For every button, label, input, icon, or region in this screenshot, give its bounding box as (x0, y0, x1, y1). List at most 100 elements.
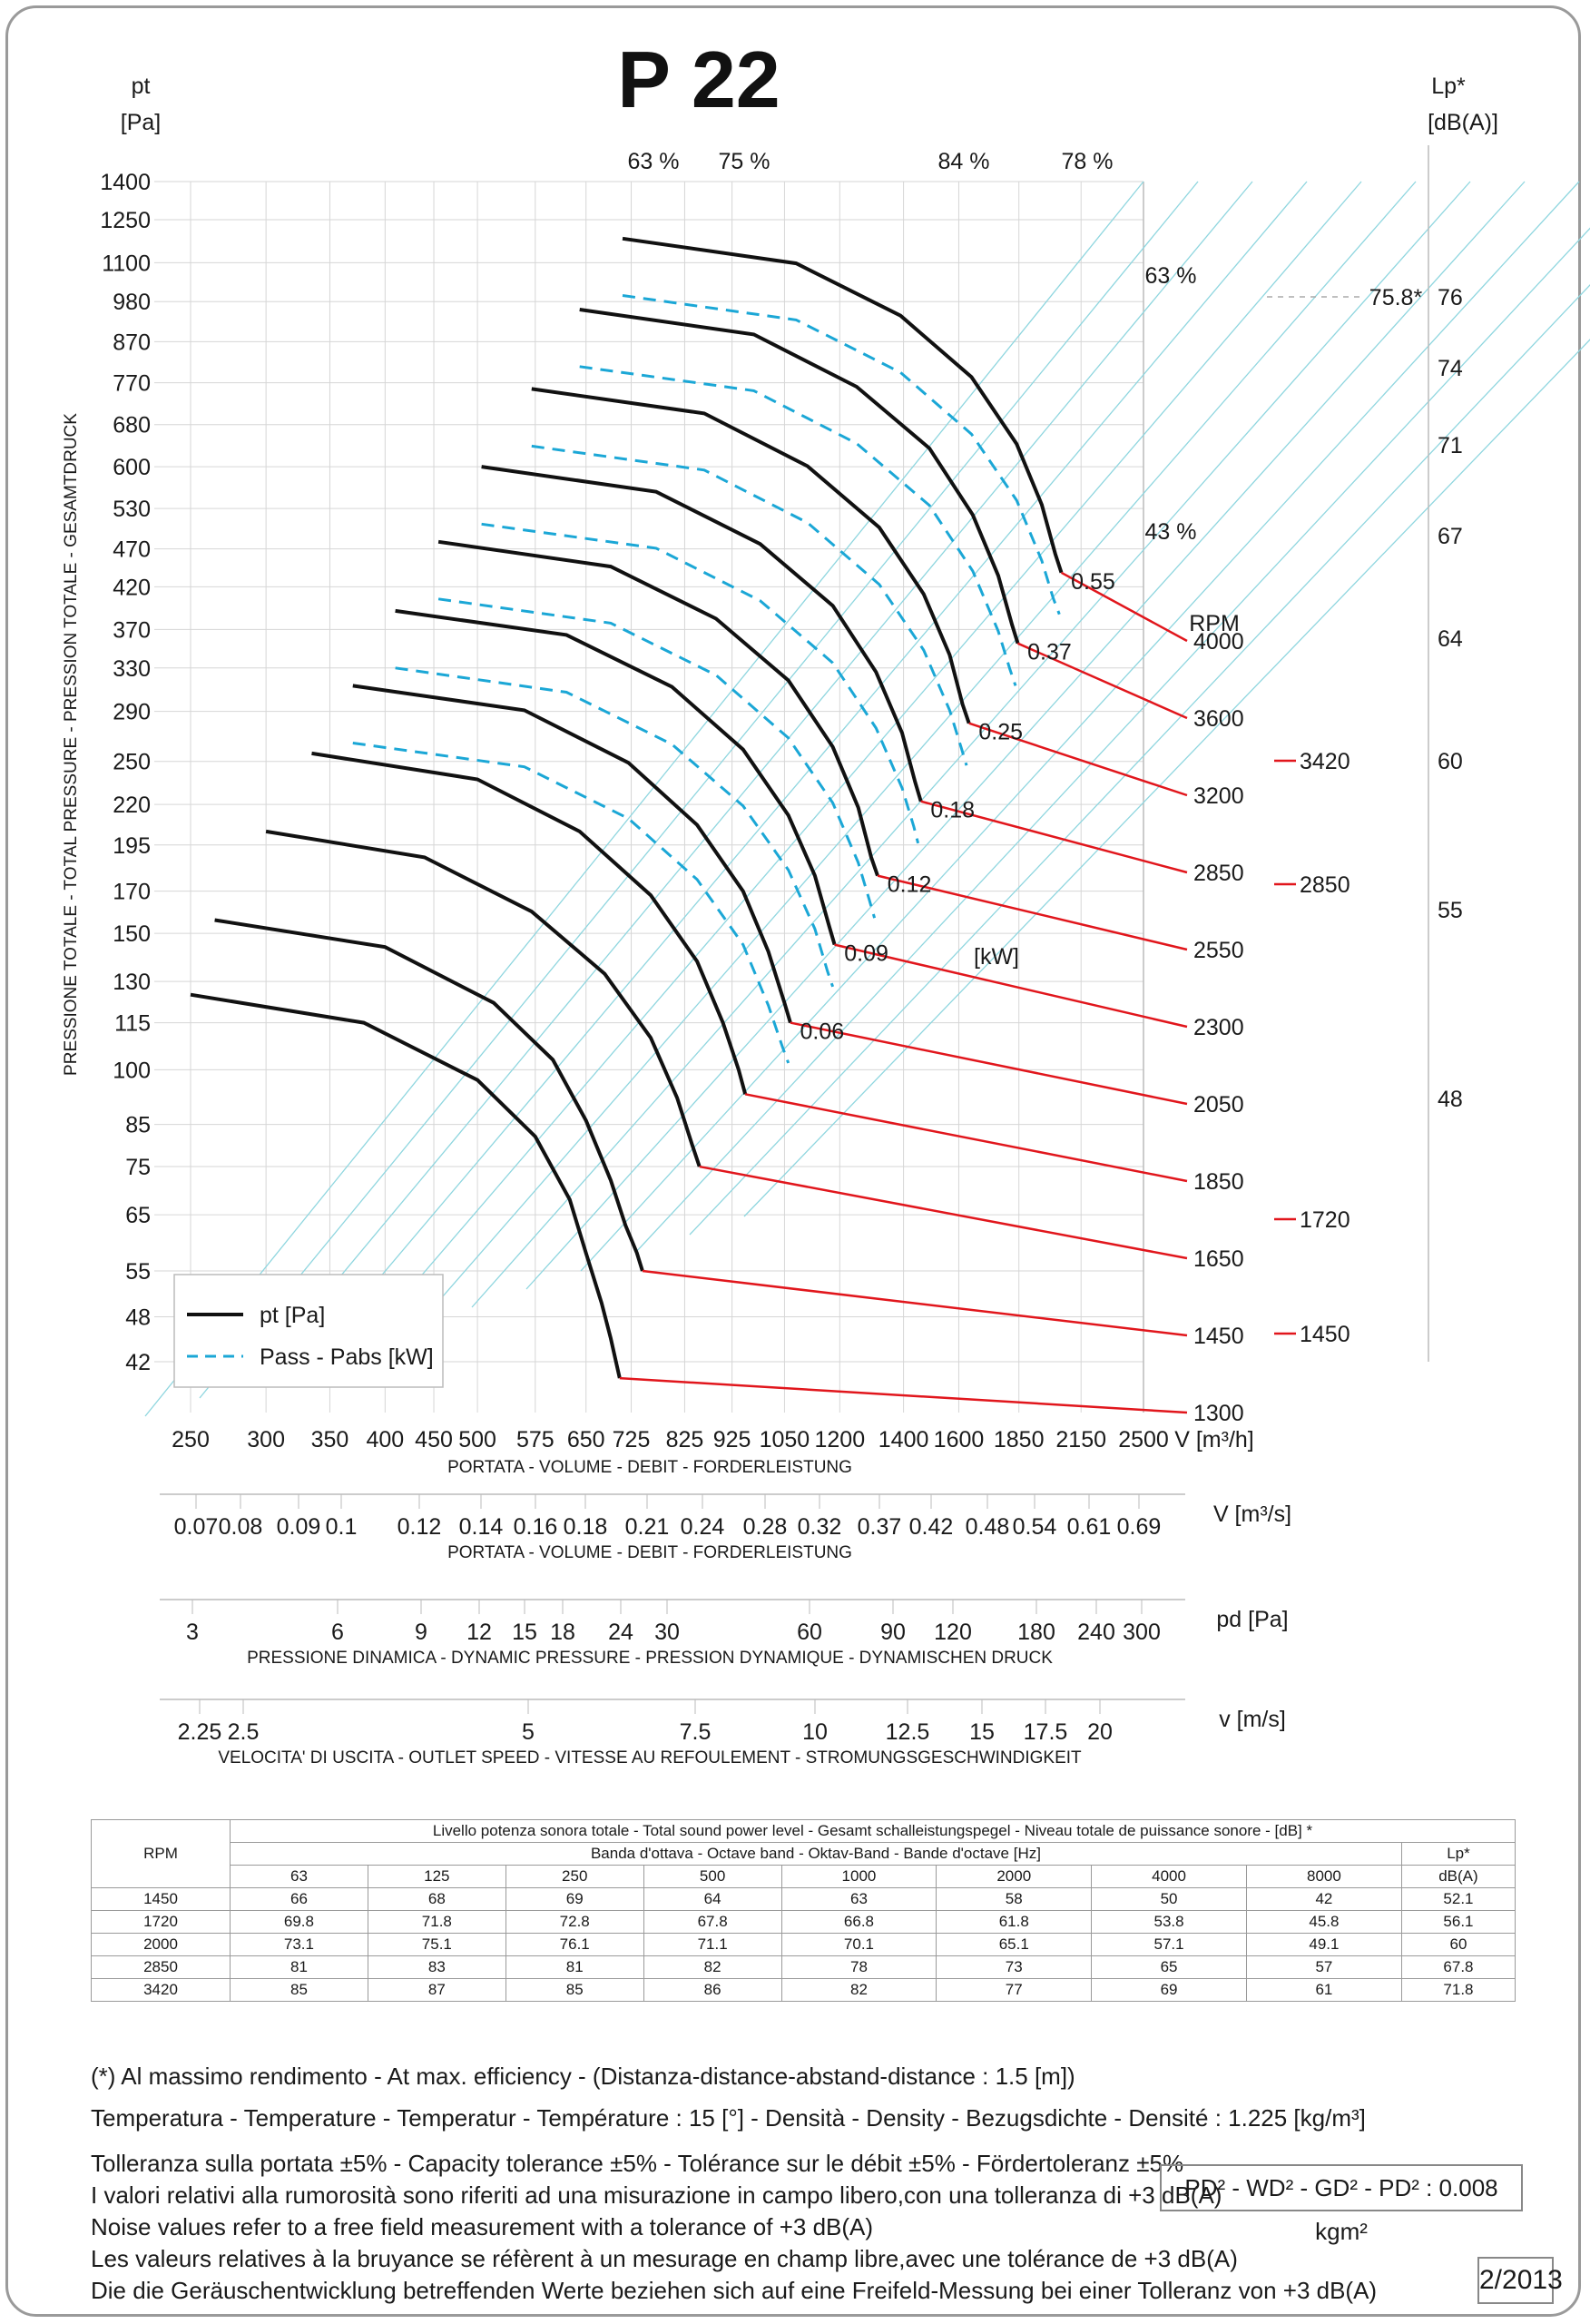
y-tick-label: 770 (113, 371, 151, 397)
x-tick-label: 350 (311, 1427, 349, 1452)
table-value-cell: 57.1 (1091, 1933, 1247, 1956)
efficiency-diagonal (199, 181, 1199, 1399)
x-tick-label: 1200 (814, 1427, 865, 1452)
table-value-cell: 65.1 (936, 1933, 1093, 1956)
secondary-tick-label: 0.07 (174, 1514, 219, 1540)
rpm-label: 2550 (1193, 938, 1244, 963)
inertia-box: PD² - WD² - GD² - PD² : 0.008 kgm² (1160, 2164, 1523, 2245)
pressure-curve-2850 (481, 465, 923, 803)
table-band-cell: 1000 (780, 1865, 937, 1888)
table-value-cell: 81 (505, 1955, 644, 1979)
sound-tick-label: 74 (1438, 356, 1463, 381)
rpm-line-2300 (834, 943, 1188, 1029)
sound-axis-label: Lp* (1431, 74, 1466, 99)
note-efficiency: (*) Al massimo rendimento - At max. effi… (91, 2063, 1075, 2090)
y-tick-label: 55 (125, 1259, 151, 1285)
table-value-cell: 65 (1091, 1955, 1247, 1979)
power-curve-2300 (395, 666, 835, 988)
pressure-curve-2050 (352, 684, 792, 1024)
efficiency-diagonal (308, 181, 1308, 1363)
legend-power-label: Pass - Pabs [kW] (260, 1344, 434, 1370)
power-label: 0.09 (844, 941, 888, 967)
y-tick-label: 420 (113, 575, 151, 600)
table-value-cell: 81 (230, 1955, 368, 1979)
table-value-cell: 83 (367, 1955, 506, 1979)
sound-tick-label: 60 (1438, 749, 1463, 774)
rpm-line-4000 (1060, 571, 1188, 643)
chart-labels: P 22 pt [Pa] PRESSIONE TOTALE - TOTAL PRESS… (62, 34, 1498, 1768)
pressure-curve-2550 (437, 539, 879, 877)
table-rpm-cell: 3420 (91, 1978, 231, 2002)
sound-rpm-label: 3420 (1300, 749, 1350, 774)
table-value-cell: 42 (1245, 1887, 1402, 1911)
table-value-cell: 86 (643, 1978, 782, 2002)
x-tick-label: 2150 (1055, 1427, 1106, 1452)
table-row: 1450 66 68 69 64 63 58 50 42 52.1 (91, 1887, 1516, 1911)
table-value-cell: 50 (1091, 1887, 1247, 1911)
power-curve-3200 (531, 444, 968, 766)
table-value-cell: 85 (505, 1978, 644, 2002)
table-value-cell: 71.1 (643, 1933, 782, 1956)
rpm-label: 1650 (1193, 1246, 1244, 1272)
sound-tick-label: 48 (1438, 1087, 1463, 1112)
secondary-tick-label: 12 (466, 1620, 492, 1645)
sound-tick-label: 71 (1438, 433, 1463, 458)
note-capacity-tolerance: Tolleranza sulla portata ±5% - Capacity … (91, 2150, 1184, 2177)
edition-label: 2/2013 (1477, 2257, 1563, 2304)
efficiency-label: 63 % (628, 149, 680, 174)
table-value-cell: 87 (367, 1978, 506, 2002)
y-tick-label: 1250 (100, 208, 151, 233)
table-title-row: RPM Livello potenza sonora totale - Total… (91, 1819, 1516, 1888)
secondary-tick-label: 90 (880, 1620, 906, 1645)
table-value-cell: 66 (230, 1887, 368, 1911)
note-temperature-density: Temperatura - Temperature - Temperatur -… (91, 2104, 1366, 2132)
power-unit-label: [kW] (974, 944, 1019, 970)
table-band-cell: 500 (643, 1865, 782, 1888)
table-band-cell: 2000 (936, 1865, 1093, 1888)
table-band-header: Banda d'ottava - Octave band - Oktav-Ban… (230, 1842, 1402, 1866)
x-tick-label: 500 (458, 1427, 496, 1452)
y-tick-label: 100 (113, 1058, 151, 1083)
table-lp-cell: 52.1 (1400, 1887, 1516, 1911)
table-value-cell: 53.8 (1091, 1910, 1247, 1934)
x-tick-label: 650 (567, 1427, 605, 1452)
y-tick-label: 85 (125, 1113, 151, 1138)
secondary-tick-label: 20 (1087, 1719, 1113, 1745)
note-noise-en: Noise values refer to a free field measu… (91, 2213, 874, 2240)
rpm-line-1850 (744, 1093, 1188, 1183)
table-value-cell: 69 (1091, 1978, 1247, 2002)
sound-marker-label: 75.8* (1369, 285, 1423, 310)
secondary-tick-label: 0.28 (743, 1514, 788, 1540)
pressure-curve-3200 (531, 387, 971, 724)
y-tick-label: 1400 (100, 170, 151, 195)
rpm-label: 2300 (1193, 1015, 1244, 1040)
table-row: 1720 69.8 71.8 72.8 67.8 66.8 61.8 53.8 45.8 56.1 (91, 1910, 1516, 1934)
efficiency-label: 78 % (1062, 149, 1114, 174)
rpm-line-3600 (1016, 642, 1188, 720)
secondary-tick-label: 7.5 (680, 1719, 712, 1745)
table-rpm-cell: 1450 (91, 1887, 231, 1911)
y-tick-label: 42 (125, 1350, 151, 1375)
efficiency-diagonal (253, 181, 1253, 1381)
note-noise-fr: Les valeurs relatives à la bruyance se r… (91, 2245, 1238, 2272)
y-tick-label: 870 (113, 330, 151, 355)
x-tick-label: 1400 (878, 1427, 929, 1452)
y-tick-label: 330 (113, 656, 151, 682)
y-tick-label: 75 (125, 1155, 151, 1180)
note-noise-de: Die die Geräuschentwicklung betreffenden… (91, 2277, 1378, 2304)
table-rpm-cell: 2850 (91, 1955, 231, 1979)
y-tick-label: 1100 (102, 251, 151, 276)
rpm-line-1450 (642, 1269, 1188, 1337)
secondary-axis-caption: VELOCITA' DI USCITA - OUTLET SPEED - VIT… (218, 1748, 1082, 1768)
y-axis-side-label: PRESSIONE TOTALE - TOTAL PRESSURE - PRES… (62, 413, 81, 1076)
table-band-cell: 63 (230, 1865, 368, 1888)
pressure-curve-1650 (265, 829, 702, 1167)
y-tick-label: 195 (113, 833, 151, 859)
table-value-cell: 67.8 (643, 1910, 782, 1934)
table-value-cell: 73 (936, 1955, 1093, 1979)
table-lp-unit: dB(A) (1400, 1865, 1516, 1888)
x-tick-label: 400 (366, 1427, 404, 1452)
table-corner: RPM (91, 1819, 231, 1888)
secondary-axis-caption: PORTATA - VOLUME - DEBIT - FORDERLEISTUN… (447, 1543, 852, 1562)
table-band-row: Banda d'ottava - Octave band - Oktav-Ban… (92, 1842, 1516, 1866)
